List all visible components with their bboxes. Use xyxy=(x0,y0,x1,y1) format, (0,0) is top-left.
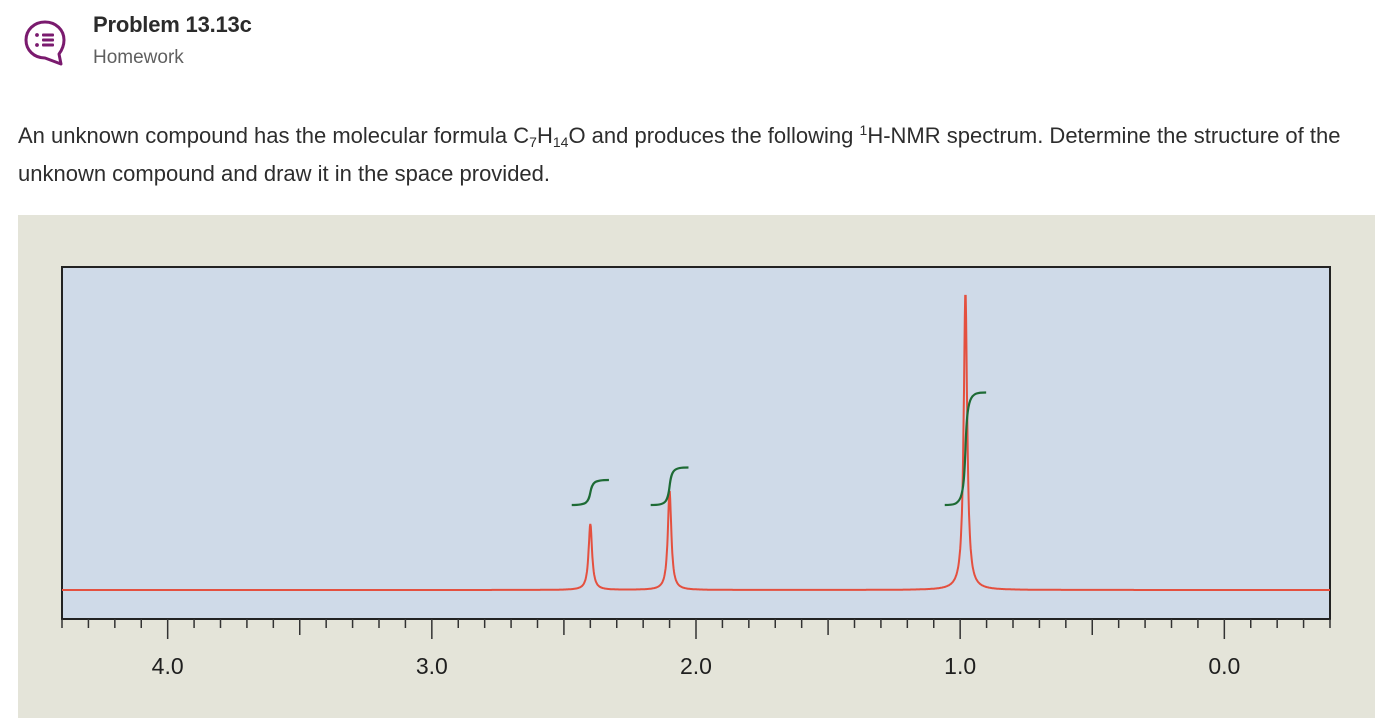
spectrum-line xyxy=(62,294,1330,591)
superscript-isotope: 1 xyxy=(859,122,868,138)
x-axis-tick-label: 4.0 xyxy=(152,653,184,679)
x-axis-ticks xyxy=(61,619,1331,639)
x-axis-tick-label: 0.0 xyxy=(1208,653,1240,679)
problem-header: Problem 13.13c Homework xyxy=(22,12,252,69)
subscript-carbon: 7 xyxy=(529,134,537,150)
problem-title: Problem 13.13c xyxy=(93,12,252,37)
integral-curves xyxy=(571,391,987,507)
problem-text-3: O and produces the following xyxy=(568,123,860,148)
chat-list-icon xyxy=(22,18,68,66)
x-axis-tick-label: 3.0 xyxy=(416,653,448,679)
plot-area xyxy=(61,266,1331,620)
problem-text-2: H xyxy=(536,123,553,148)
problem-text-4: H-NMR spectrum. Determine the structure … xyxy=(18,123,1341,186)
x-axis-tick-label: 1.0 xyxy=(944,653,976,679)
problem-text-1: An unknown compound has the molecular fo… xyxy=(18,123,530,148)
nmr-spectrum-figure: 4.0 3.0 2.0 1.0 0.0 xyxy=(18,215,1375,718)
nmr-spectrum-chart: 4.0 3.0 2.0 1.0 0.0 xyxy=(61,266,1331,679)
integral-curve xyxy=(571,478,609,507)
problem-statement: An unknown compound has the molecular fo… xyxy=(18,117,1368,193)
problem-type: Homework xyxy=(93,47,184,68)
x-axis-tick-labels: 4.0 3.0 2.0 1.0 0.0 xyxy=(152,653,1241,679)
subscript-hydrogen: 14 xyxy=(552,134,569,150)
x-axis-tick-label: 2.0 xyxy=(680,653,712,679)
integral-curve xyxy=(650,466,689,507)
integral-curve xyxy=(944,391,987,507)
